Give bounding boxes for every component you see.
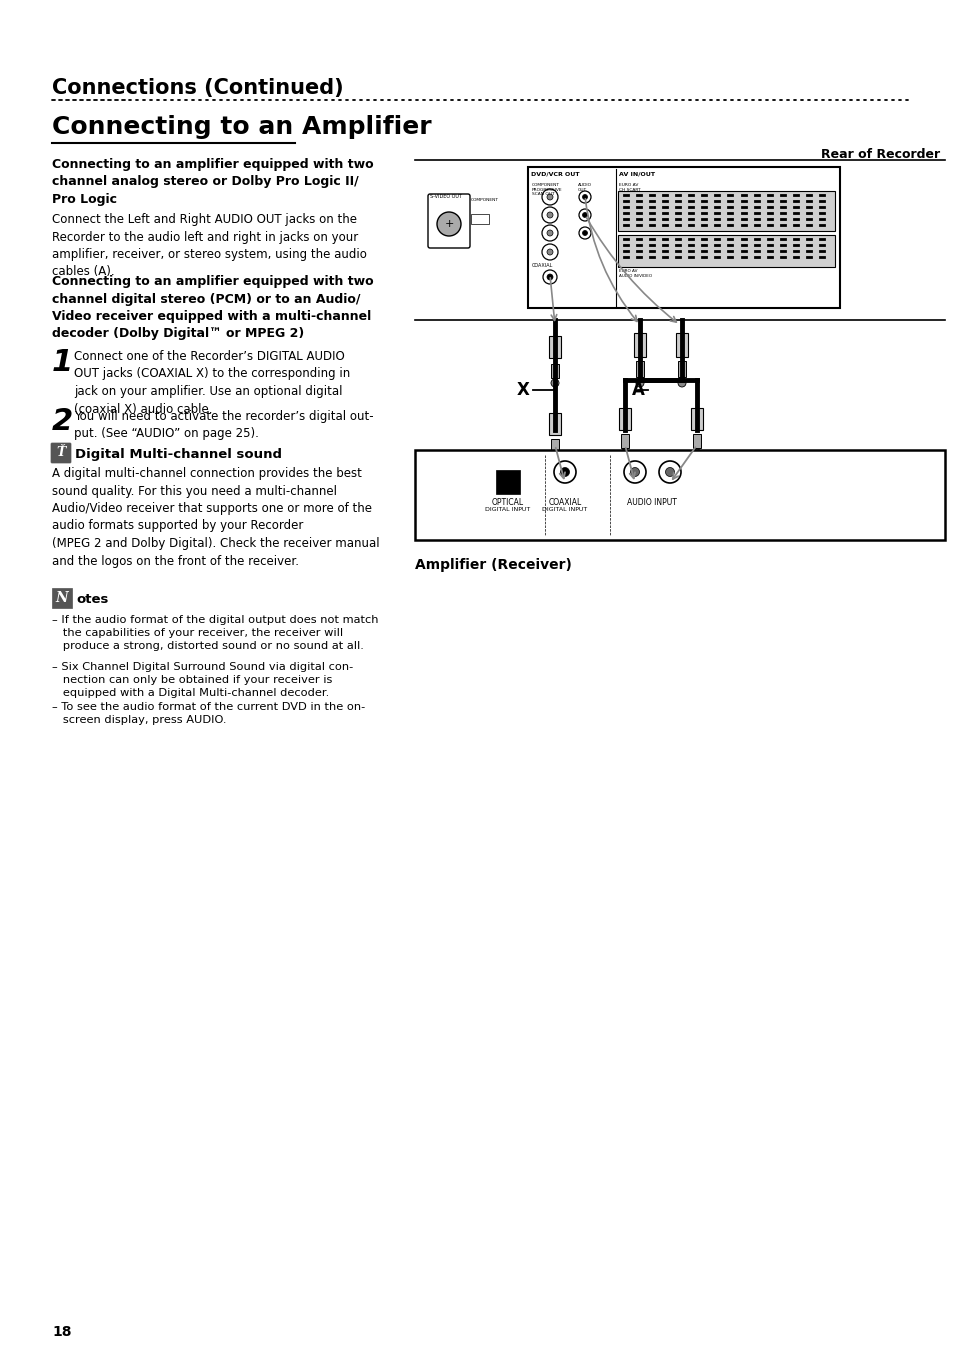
Bar (636, 361, 643, 377)
Text: OPTICAL: OPTICAL (492, 499, 523, 507)
Bar (496, 470, 519, 494)
FancyBboxPatch shape (52, 588, 71, 608)
Text: DIGITAL INPUT: DIGITAL INPUT (485, 507, 530, 512)
Text: DIGITAL INPUT: DIGITAL INPUT (542, 507, 587, 512)
Circle shape (541, 189, 558, 205)
Bar (618, 408, 630, 430)
Circle shape (546, 274, 553, 280)
Circle shape (678, 380, 685, 386)
Circle shape (546, 195, 553, 200)
Bar (618, 235, 834, 267)
Text: You will need to activate the recorder’s digital out-
put. (See “AUDIO” on page : You will need to activate the recorder’s… (74, 409, 374, 440)
Circle shape (551, 454, 558, 462)
Circle shape (620, 449, 628, 457)
Text: Connecting to an Amplifier: Connecting to an Amplifier (52, 115, 431, 139)
Text: 18: 18 (52, 1325, 71, 1339)
Circle shape (436, 212, 460, 236)
Circle shape (665, 467, 674, 477)
Text: – If the audio format of the digital output does not match
   the capabilities o: – If the audio format of the digital out… (52, 615, 378, 651)
Text: COMPONENT
PROGRESSIVE
SCAN OUT: COMPONENT PROGRESSIVE SCAN OUT (532, 182, 562, 196)
Text: COMPONENT: COMPONENT (471, 199, 498, 203)
Bar (692, 434, 700, 449)
Bar (620, 434, 628, 449)
Bar (551, 363, 558, 378)
Bar (690, 408, 702, 430)
Circle shape (551, 380, 558, 386)
Text: EURO AV
AUDIO IN/VIDEO: EURO AV AUDIO IN/VIDEO (618, 269, 652, 277)
Circle shape (546, 249, 553, 255)
Text: – Six Channel Digital Surround Sound via digital con-
   nection can only be obt: – Six Channel Digital Surround Sound via… (52, 662, 353, 698)
Circle shape (546, 230, 553, 236)
FancyBboxPatch shape (51, 443, 71, 463)
Text: S-VIDEO OUT: S-VIDEO OUT (430, 195, 461, 199)
Circle shape (692, 449, 700, 457)
Bar (415, 450, 944, 540)
Text: otes: otes (76, 593, 109, 607)
FancyBboxPatch shape (428, 195, 470, 249)
Bar (678, 361, 685, 377)
Text: Connect one of the Recorder’s DIGITAL AUDIO
OUT jacks (COAXIAL X) to the corresp: Connect one of the Recorder’s DIGITAL AU… (74, 350, 350, 416)
Text: N: N (55, 590, 69, 605)
Circle shape (578, 190, 590, 203)
Bar (618, 190, 834, 231)
Text: Amplifier (Receiver): Amplifier (Receiver) (415, 558, 571, 571)
Circle shape (541, 226, 558, 240)
Text: AUDIO INPUT: AUDIO INPUT (626, 499, 677, 507)
Circle shape (554, 461, 576, 484)
Circle shape (541, 245, 558, 259)
Text: EURO AV
CH SCART: EURO AV CH SCART (618, 182, 640, 192)
Bar (551, 439, 558, 453)
Bar (676, 332, 687, 357)
Text: COAXIAL: COAXIAL (548, 499, 581, 507)
Text: Connecting to an amplifier equipped with two
channel digital stereo (PCM) or to : Connecting to an amplifier equipped with… (52, 276, 374, 340)
Text: Rear of Recorder: Rear of Recorder (820, 149, 939, 161)
Text: Ť: Ť (56, 446, 66, 459)
Circle shape (541, 207, 558, 223)
Text: Connecting to an amplifier equipped with two
channel analog stereo or Dolby Pro : Connecting to an amplifier equipped with… (52, 158, 374, 205)
Bar (548, 336, 560, 358)
Text: +: + (444, 219, 454, 230)
Text: – To see the audio format of the current DVD in the on-
   screen display, press: – To see the audio format of the current… (52, 703, 365, 725)
Circle shape (560, 467, 569, 477)
Bar (527, 168, 840, 308)
Circle shape (546, 212, 553, 218)
Circle shape (636, 380, 643, 386)
Circle shape (542, 270, 557, 284)
Circle shape (630, 467, 639, 477)
Text: DVD/VCR OUT: DVD/VCR OUT (531, 172, 578, 176)
Text: 1: 1 (52, 349, 73, 377)
Text: Connect the Left and Right AUDIO OUT jacks on the
Recorder to the audio left and: Connect the Left and Right AUDIO OUT jac… (52, 213, 367, 278)
Circle shape (582, 195, 587, 200)
Text: Digital Multi-channel sound: Digital Multi-channel sound (75, 449, 282, 461)
Text: AV IN/OUT: AV IN/OUT (618, 172, 655, 176)
Text: A: A (632, 381, 644, 399)
Circle shape (582, 231, 587, 235)
Bar (634, 332, 645, 357)
Circle shape (578, 227, 590, 239)
Circle shape (578, 209, 590, 222)
Circle shape (659, 461, 680, 484)
Text: A digital multi-channel connection provides the best
sound quality. For this you: A digital multi-channel connection provi… (52, 467, 379, 567)
Bar (548, 413, 560, 435)
Circle shape (582, 212, 587, 218)
Circle shape (623, 461, 645, 484)
Text: AUDIO
OUT: AUDIO OUT (578, 182, 592, 192)
Text: COAXIAL: COAXIAL (532, 263, 553, 267)
Text: X: X (517, 381, 530, 399)
Text: Connections (Continued): Connections (Continued) (52, 78, 343, 99)
Bar (471, 213, 489, 224)
Text: 2: 2 (52, 407, 73, 436)
